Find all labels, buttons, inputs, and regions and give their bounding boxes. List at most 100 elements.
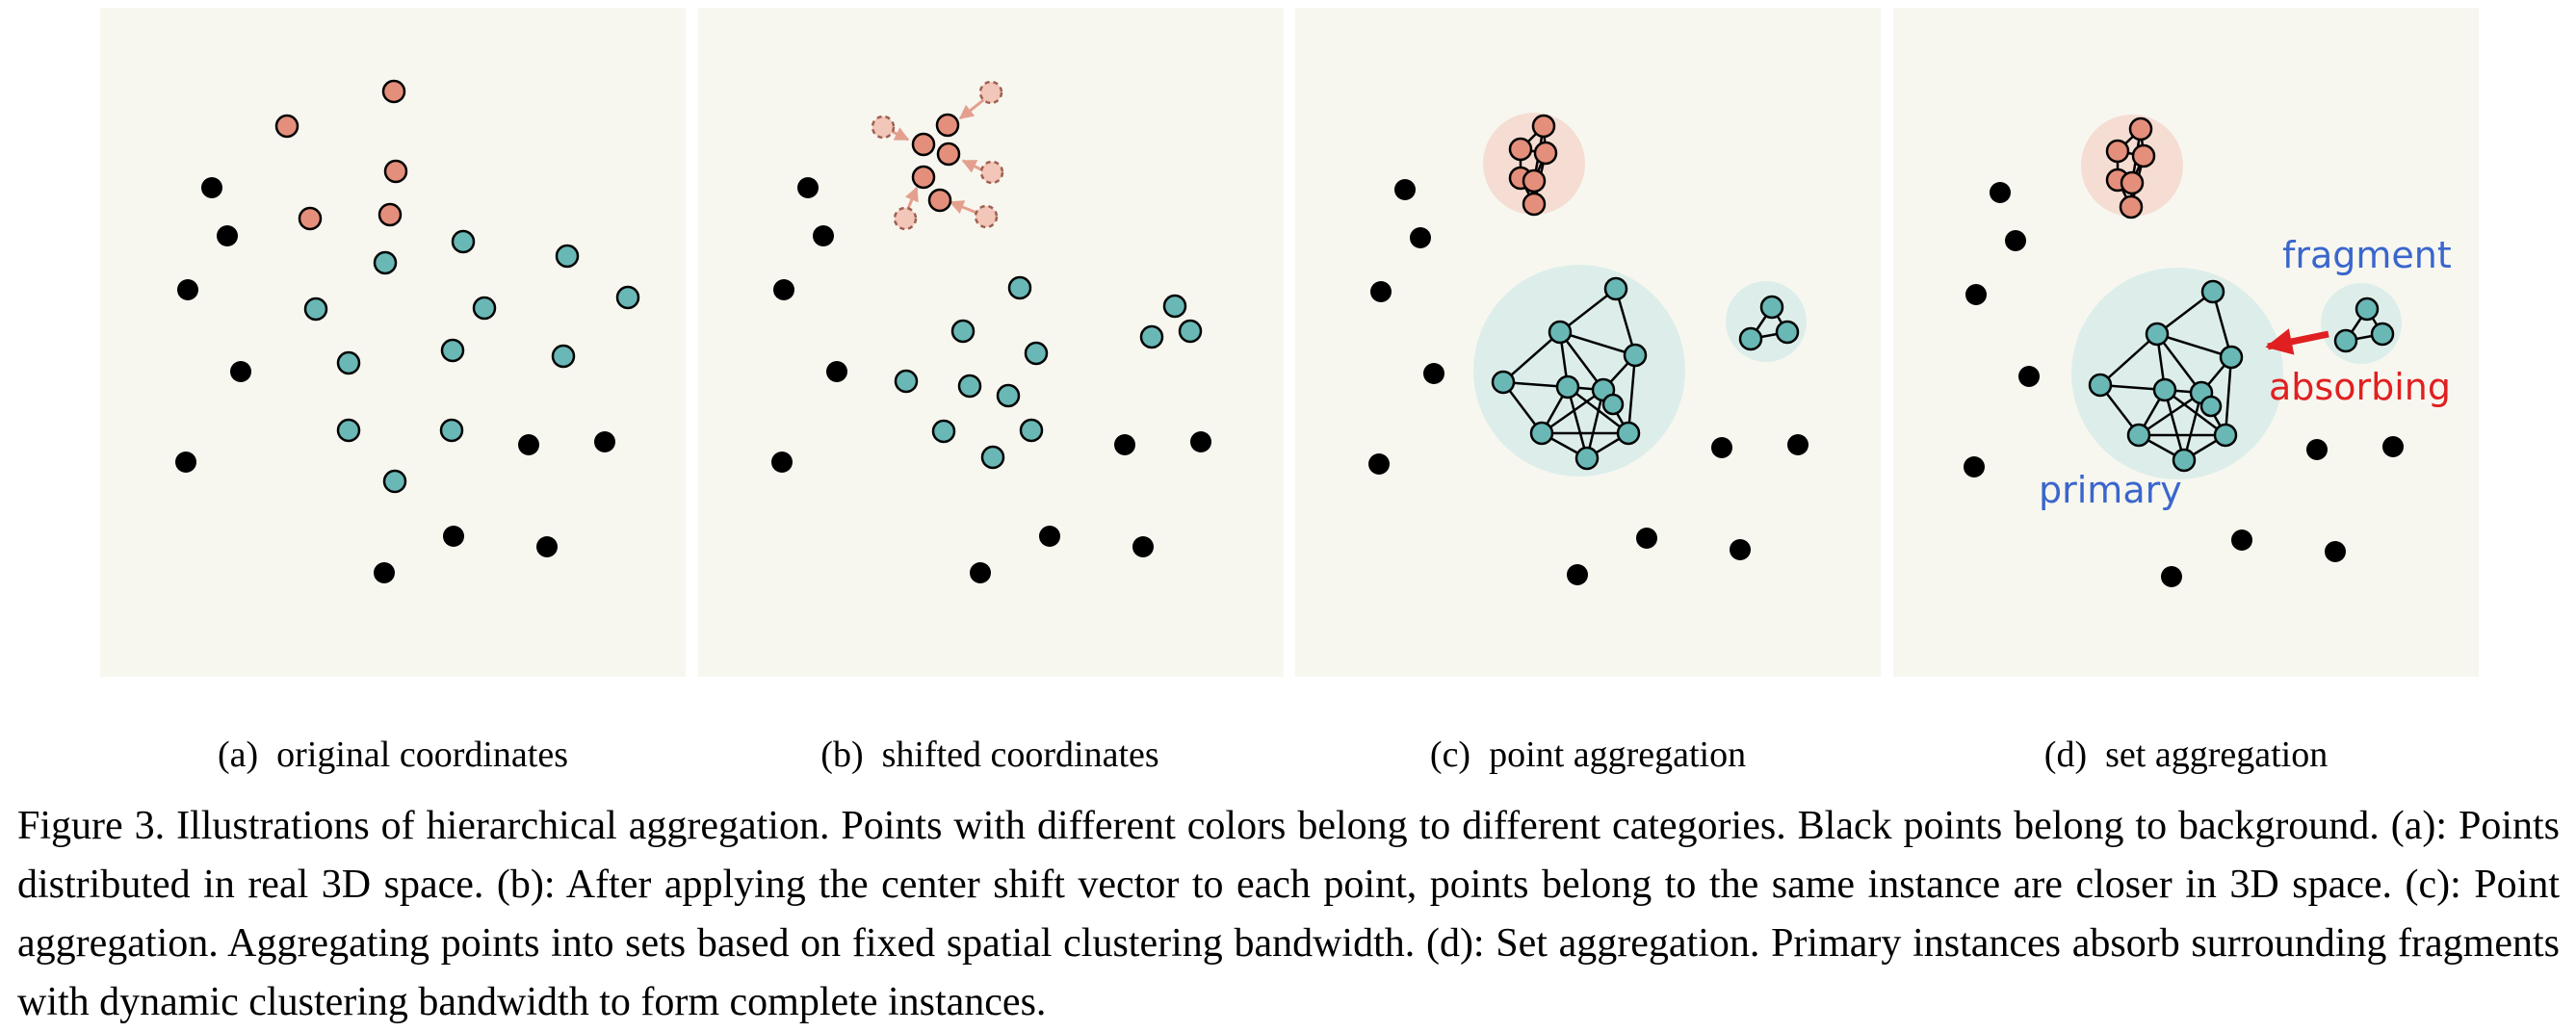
background-point: [374, 562, 395, 583]
teal-point: [980, 445, 1005, 470]
teal-point: [1548, 320, 1573, 345]
salmon-point: [1522, 192, 1547, 217]
subcaption-letter: (a): [217, 735, 259, 775]
teal-fragment-set-halo: [2321, 283, 2402, 364]
teal-primary-set-halo: [2071, 268, 2283, 479]
teal-point: [1759, 295, 1784, 320]
teal-point: [2126, 423, 2151, 448]
background-point: [2018, 366, 2040, 387]
teal-point: [2172, 448, 2197, 473]
background-point: [970, 562, 991, 583]
graph-edge: [2099, 333, 2158, 386]
subcaption-text: set aggregation: [2105, 735, 2329, 775]
salmon-point: [935, 113, 960, 138]
salmon-point: [1531, 114, 1556, 139]
salmon-point: [383, 159, 408, 184]
teal-point: [2355, 297, 2380, 322]
panel-a-original-coordinates: [100, 8, 686, 677]
background-point: [826, 361, 847, 382]
background-point: [1990, 182, 2011, 203]
caption-label: Figure 3.: [17, 804, 166, 848]
background-point: [1567, 564, 1588, 585]
teal-point: [551, 344, 576, 369]
salmon-point: [911, 165, 936, 190]
original-salmon-point: [893, 206, 918, 231]
background-point: [536, 536, 558, 557]
background-point: [201, 177, 222, 198]
teal-point: [451, 229, 476, 254]
background-point: [177, 279, 198, 300]
background-point: [443, 526, 464, 547]
teal-point: [1491, 370, 1516, 395]
background-point: [797, 177, 819, 198]
teal-point: [1623, 343, 1648, 368]
subcaption-text: original coordinates: [276, 735, 569, 775]
teal-fragment-set-halo: [1726, 281, 1807, 362]
panel-c-point-aggregation: [1295, 8, 1881, 677]
background-point: [1730, 539, 1751, 560]
graph-edge: [2156, 332, 2232, 359]
teal-point: [2152, 377, 2177, 402]
graph-edge: [1559, 330, 1636, 357]
background-point: [2005, 230, 2026, 251]
teal-point: [1616, 421, 1641, 446]
background-point: [771, 452, 793, 473]
graph-edge: [1559, 331, 1604, 391]
salmon-set-halo: [2081, 115, 2183, 217]
background-point: [813, 225, 834, 246]
background-point: [2161, 566, 2182, 587]
salmon-point: [1508, 137, 1533, 162]
absorbing-label: absorbing: [2269, 366, 2451, 408]
teal-point: [336, 350, 361, 375]
teal-point: [2200, 279, 2225, 304]
background-point: [1423, 363, 1444, 384]
panel-b-shifted-coordinates: [698, 8, 1284, 677]
salmon-point: [911, 132, 936, 157]
teal-point: [336, 418, 361, 443]
teal-point: [2213, 423, 2238, 448]
subcaption-b: (b) shifted coordinates: [820, 734, 1158, 776]
subcaption-text: shifted coordinates: [881, 735, 1159, 775]
salmon-point: [377, 202, 403, 227]
teal-point: [957, 374, 982, 399]
teal-point: [1601, 393, 1625, 416]
background-point: [1711, 437, 1732, 458]
background-point: [1190, 431, 1211, 452]
background-point: [230, 361, 251, 382]
panel-b-background: [698, 8, 1284, 677]
background-point: [1368, 453, 1390, 475]
background-point: [1636, 528, 1657, 549]
background-point: [2231, 529, 2252, 551]
background-point: [1394, 179, 1416, 200]
salmon-point: [936, 142, 961, 167]
teal-point: [1574, 446, 1600, 471]
teal-point: [2370, 322, 2395, 347]
teal-point: [2088, 373, 2113, 398]
salmon-point: [1533, 141, 1558, 166]
original-salmon-point: [871, 115, 896, 140]
background-point: [217, 225, 238, 246]
subcaption-letter: (b): [820, 735, 864, 775]
hierarchical-aggregation-figure: fragment absorbing primary: [100, 8, 2479, 677]
teal-point: [1139, 324, 1164, 349]
salmon-point: [298, 206, 323, 231]
background-point: [1370, 281, 1392, 302]
teal-point: [439, 418, 464, 443]
background-point: [1787, 434, 1808, 455]
graph-edge: [1566, 386, 1589, 459]
graph-edge: [2138, 391, 2202, 437]
subcaption-letter: (d): [2043, 735, 2088, 775]
caption-text: Illustrations of hierarchical aggregatio…: [17, 804, 2561, 1024]
teal-point: [440, 338, 465, 363]
background-point: [1410, 227, 1431, 248]
subcaption-c: (c) point aggregation: [1430, 734, 1746, 776]
original-salmon-point: [974, 204, 999, 229]
salmon-point: [2128, 116, 2153, 142]
salmon-point: [1522, 168, 1547, 194]
background-point: [1964, 456, 1985, 477]
teal-point: [1024, 341, 1049, 366]
background-point: [1132, 536, 1154, 557]
teal-point: [2219, 345, 2244, 370]
teal-point: [1775, 320, 1800, 345]
subcaption-letter: (c): [1429, 735, 1471, 775]
